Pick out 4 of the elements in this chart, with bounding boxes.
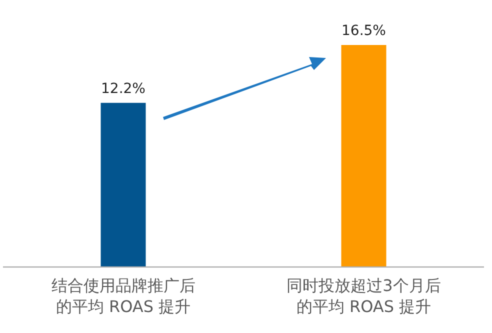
data-label: 16.5% [342, 23, 386, 39]
x-tick-label: 结合使用品牌推广后的平均 ROAS 提升 [50, 275, 196, 317]
data-label: 12.2% [101, 80, 146, 97]
x-tick-label: 同时投放超过3个月后的平均 ROAS 提升 [286, 275, 442, 317]
